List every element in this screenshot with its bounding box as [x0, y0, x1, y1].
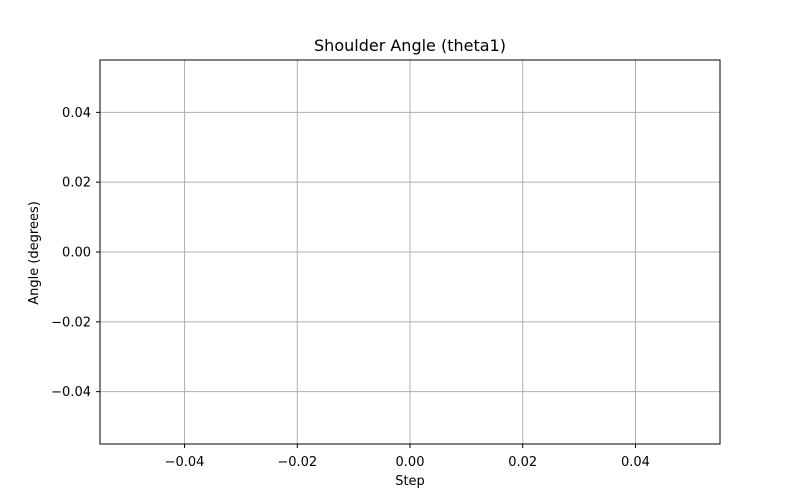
y-tick-label: 0.00: [62, 246, 91, 261]
x-tick-label: −0.02: [277, 455, 317, 470]
grid: [100, 60, 720, 444]
x-tick-label: 0.00: [396, 455, 425, 470]
y-axis-ticks: −0.04 −0.02 0.00 0.02 0.04: [51, 106, 100, 400]
y-tick-label: 0.02: [62, 176, 91, 191]
y-tick-label: −0.02: [51, 315, 91, 330]
y-tick-label: 0.04: [62, 106, 91, 121]
x-tick-label: −0.04: [165, 455, 205, 470]
x-tick-label: 0.02: [508, 455, 537, 470]
y-tick-label: −0.04: [51, 385, 91, 400]
x-axis-label: Step: [395, 474, 425, 489]
chart-title: Shoulder Angle (theta1): [314, 36, 506, 55]
y-axis-label: Angle (degrees): [27, 201, 42, 305]
x-tick-label: 0.04: [621, 455, 650, 470]
x-axis-ticks: −0.04 −0.02 0.00 0.02 0.04: [165, 444, 650, 470]
